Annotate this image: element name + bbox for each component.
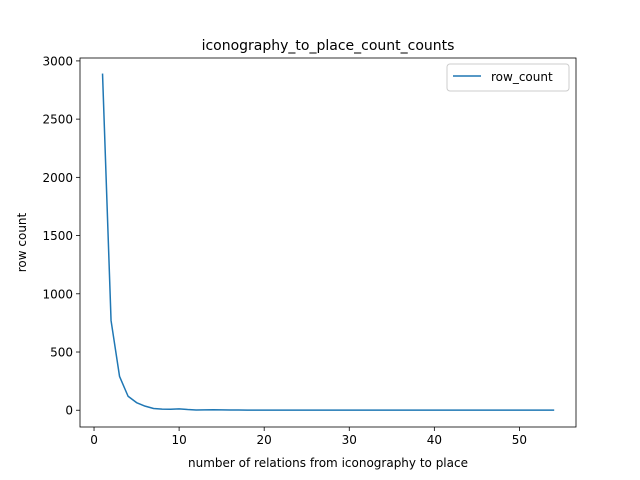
y-tick-label: 3000 [42, 54, 73, 68]
y-tick-label: 1500 [42, 229, 73, 243]
y-axis-label: row count [15, 212, 29, 272]
y-tick-label: 2000 [42, 171, 73, 185]
y-tick-label: 1000 [42, 287, 73, 301]
legend-label-row-count: row_count [491, 70, 553, 84]
y-tick-label: 500 [50, 346, 73, 360]
x-tick-label: 20 [257, 433, 272, 447]
x-axis-label: number of relations from iconography to … [188, 456, 468, 470]
legend-box [446, 63, 570, 92]
series-layer [101, 73, 555, 411]
series-line-row-count [101, 73, 555, 411]
x-tick-label: 50 [512, 433, 527, 447]
chart-title: iconography_to_place_count_counts [202, 38, 455, 54]
x-tick-label: 40 [427, 433, 442, 447]
y-tick-label: 0 [65, 404, 73, 418]
y-axis-ticks: 0 500 1000 1500 2000 2500 3000 [42, 54, 80, 418]
x-tick-label: 0 [90, 433, 98, 447]
x-axis-ticks: 0 10 20 30 40 50 [90, 427, 527, 447]
legend: row_count [446, 63, 570, 92]
x-tick-label: 30 [342, 433, 357, 447]
y-tick-label: 2500 [42, 113, 73, 127]
x-tick-label: 10 [171, 433, 186, 447]
plot-frame [79, 57, 577, 428]
